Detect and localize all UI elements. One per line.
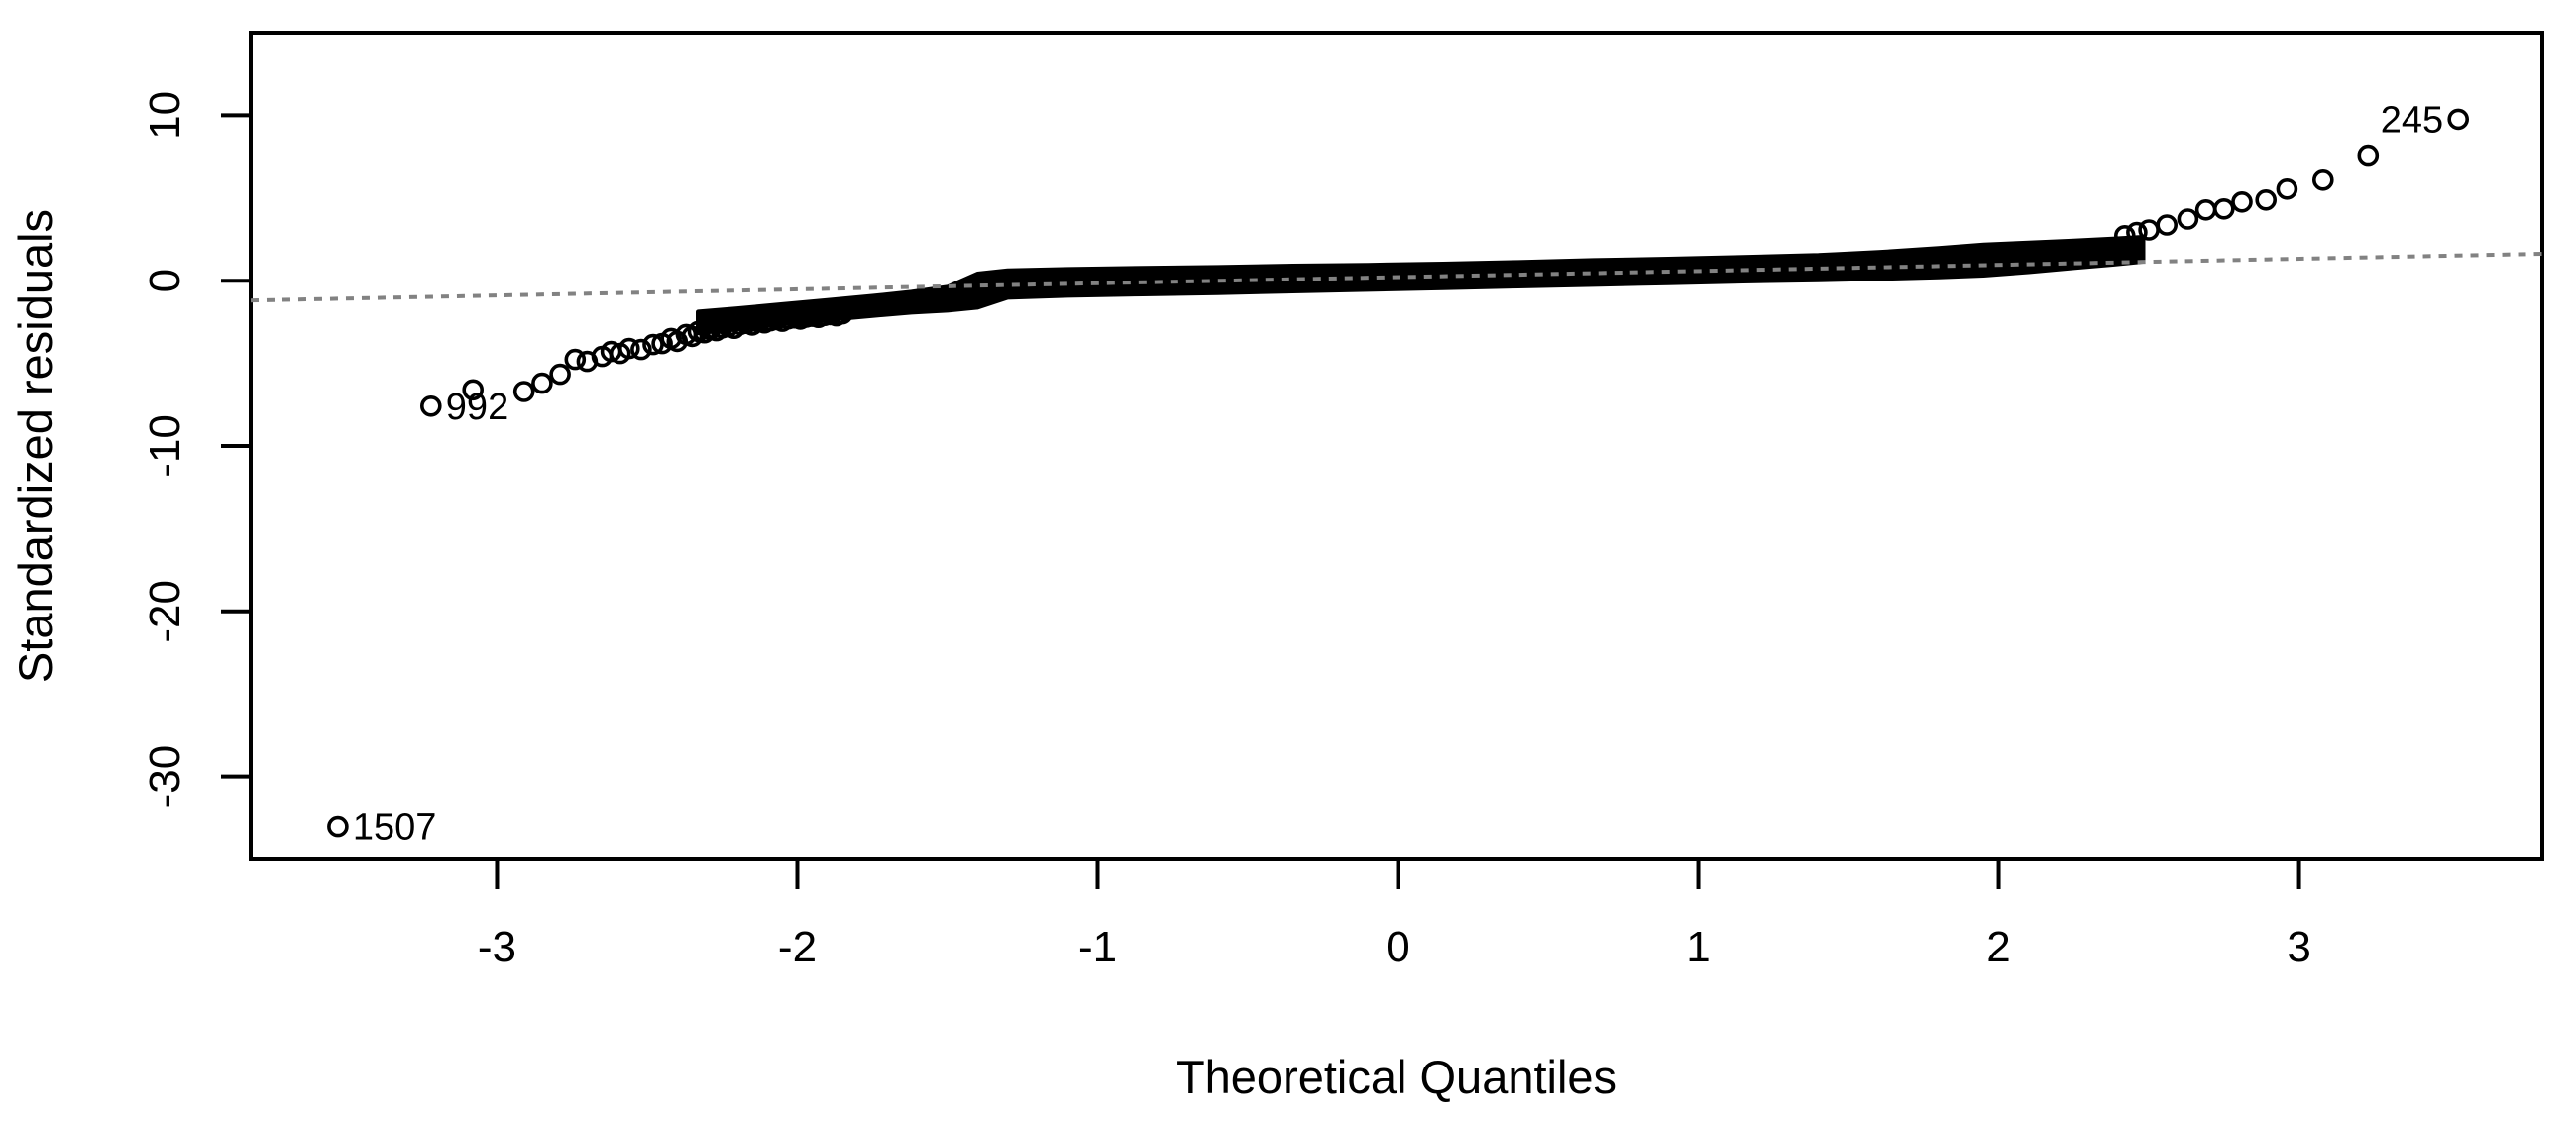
y-axis-title: Standardized residuals (9, 209, 61, 683)
data-point (512, 381, 535, 402)
outlier-point-992 (419, 394, 442, 417)
qq-reference-line (250, 252, 2543, 303)
y-tick-label: -20 (141, 580, 189, 643)
x-tick-label: 3 (2287, 923, 2310, 971)
outlier-point-1507 (327, 815, 349, 838)
data-point (2255, 189, 2277, 211)
data-point (2276, 178, 2298, 200)
y-tick-label: -10 (141, 414, 189, 478)
data-point (549, 363, 571, 386)
x-tick-label: -2 (778, 923, 817, 971)
x-tick-label: -1 (1078, 923, 1117, 971)
outlier-label-1507: 1507 (353, 807, 437, 848)
data-point (2231, 191, 2253, 213)
plot-box (249, 31, 2544, 861)
outlier-label-245: 245 (2381, 99, 2443, 141)
data-point (564, 348, 587, 371)
data-point (2213, 198, 2235, 220)
data-point (832, 302, 853, 325)
data-point (462, 379, 485, 401)
data-point (617, 337, 640, 360)
data-point (531, 372, 553, 394)
y-tick-label: 10 (141, 91, 189, 140)
outlier-label-992: 992 (446, 387, 508, 428)
x-tick-label: 1 (1686, 923, 1710, 971)
y-tick-label: 0 (141, 269, 189, 292)
x-tick-label: 0 (1386, 923, 1409, 971)
data-point (2177, 208, 2199, 230)
data-point (2357, 144, 2380, 167)
data-point (642, 333, 664, 356)
data-point (2114, 225, 2136, 247)
data-point (630, 338, 652, 361)
data-point (2126, 221, 2148, 244)
x-tick-label: -3 (478, 923, 516, 971)
x-axis-title: Theoretical Quantiles (1176, 1051, 1617, 1103)
x-tick-label: 2 (1986, 923, 2010, 971)
outlier-point-245 (2447, 108, 2469, 131)
y-tick-label: -30 (141, 745, 189, 809)
data-point (2312, 169, 2334, 191)
data-point (2156, 214, 2178, 236)
